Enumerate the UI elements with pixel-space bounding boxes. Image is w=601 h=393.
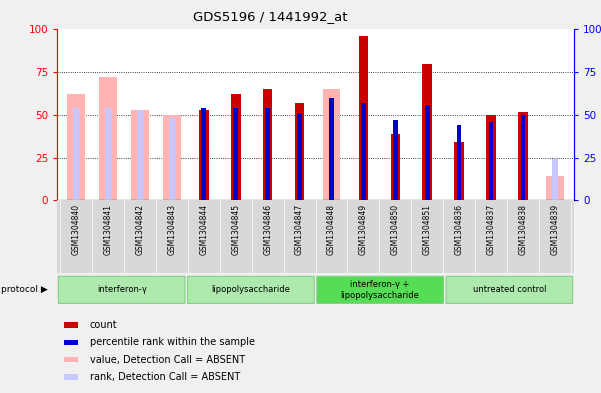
- Bar: [137, 110, 143, 200]
- Bar: [361, 103, 366, 200]
- Bar: [131, 110, 149, 200]
- Bar: [201, 108, 206, 200]
- Bar: [263, 89, 272, 200]
- Bar: [329, 108, 334, 200]
- FancyBboxPatch shape: [188, 276, 314, 303]
- Text: GSM1304849: GSM1304849: [359, 204, 368, 255]
- Bar: [231, 94, 240, 200]
- Text: GSM1304848: GSM1304848: [327, 204, 336, 255]
- Bar: [105, 108, 111, 200]
- Bar: [329, 98, 334, 200]
- Text: GSM1304851: GSM1304851: [423, 204, 432, 255]
- Text: rank, Detection Call = ABSENT: rank, Detection Call = ABSENT: [90, 372, 240, 382]
- Bar: [489, 122, 493, 200]
- Text: value, Detection Call = ABSENT: value, Detection Call = ABSENT: [90, 355, 245, 365]
- Text: GSM1304841: GSM1304841: [103, 204, 112, 255]
- Bar: [163, 115, 181, 200]
- Text: GSM1304845: GSM1304845: [231, 204, 240, 255]
- Text: GSM1304843: GSM1304843: [168, 204, 177, 255]
- Text: count: count: [90, 320, 117, 330]
- Text: interferon-γ +
lipopolysaccharide: interferon-γ + lipopolysaccharide: [341, 280, 419, 299]
- FancyBboxPatch shape: [446, 276, 573, 303]
- Bar: [457, 125, 462, 200]
- Bar: [518, 112, 528, 200]
- Bar: [67, 94, 85, 200]
- Text: GSM1304842: GSM1304842: [136, 204, 145, 255]
- Text: GSM1304850: GSM1304850: [391, 204, 400, 255]
- Bar: [265, 108, 270, 200]
- Text: lipopolysaccharide: lipopolysaccharide: [212, 285, 290, 294]
- Bar: [73, 108, 79, 200]
- Bar: [199, 110, 209, 200]
- Text: GSM1304839: GSM1304839: [551, 204, 560, 255]
- Bar: [454, 142, 464, 200]
- Bar: [323, 89, 340, 200]
- Bar: [520, 115, 525, 200]
- Bar: [393, 120, 398, 200]
- Text: GSM1304838: GSM1304838: [519, 204, 528, 255]
- Bar: [359, 36, 368, 200]
- Text: GSM1304846: GSM1304846: [263, 204, 272, 255]
- Bar: [64, 340, 78, 345]
- Bar: [64, 357, 78, 362]
- Text: protocol ▶: protocol ▶: [1, 285, 48, 294]
- Text: GDS5196 / 1441992_at: GDS5196 / 1441992_at: [193, 10, 348, 23]
- Bar: [64, 374, 78, 380]
- Text: untreated control: untreated control: [472, 285, 546, 294]
- Bar: [552, 160, 558, 200]
- Text: GSM1304837: GSM1304837: [486, 204, 495, 255]
- Bar: [423, 64, 432, 200]
- FancyBboxPatch shape: [317, 276, 444, 303]
- Text: interferon-γ: interferon-γ: [97, 285, 147, 294]
- Bar: [169, 118, 175, 200]
- Text: GSM1304836: GSM1304836: [454, 204, 463, 255]
- Bar: [425, 105, 430, 200]
- Text: GSM1304844: GSM1304844: [200, 204, 209, 255]
- Bar: [486, 115, 496, 200]
- Bar: [391, 134, 400, 200]
- FancyBboxPatch shape: [58, 276, 185, 303]
- Text: percentile rank within the sample: percentile rank within the sample: [90, 338, 255, 347]
- Bar: [294, 103, 304, 200]
- Bar: [546, 176, 564, 200]
- Bar: [297, 113, 302, 200]
- Text: GSM1304847: GSM1304847: [295, 204, 304, 255]
- Text: GSM1304840: GSM1304840: [72, 204, 81, 255]
- Bar: [99, 77, 117, 200]
- Bar: [233, 108, 238, 200]
- Bar: [64, 322, 78, 328]
